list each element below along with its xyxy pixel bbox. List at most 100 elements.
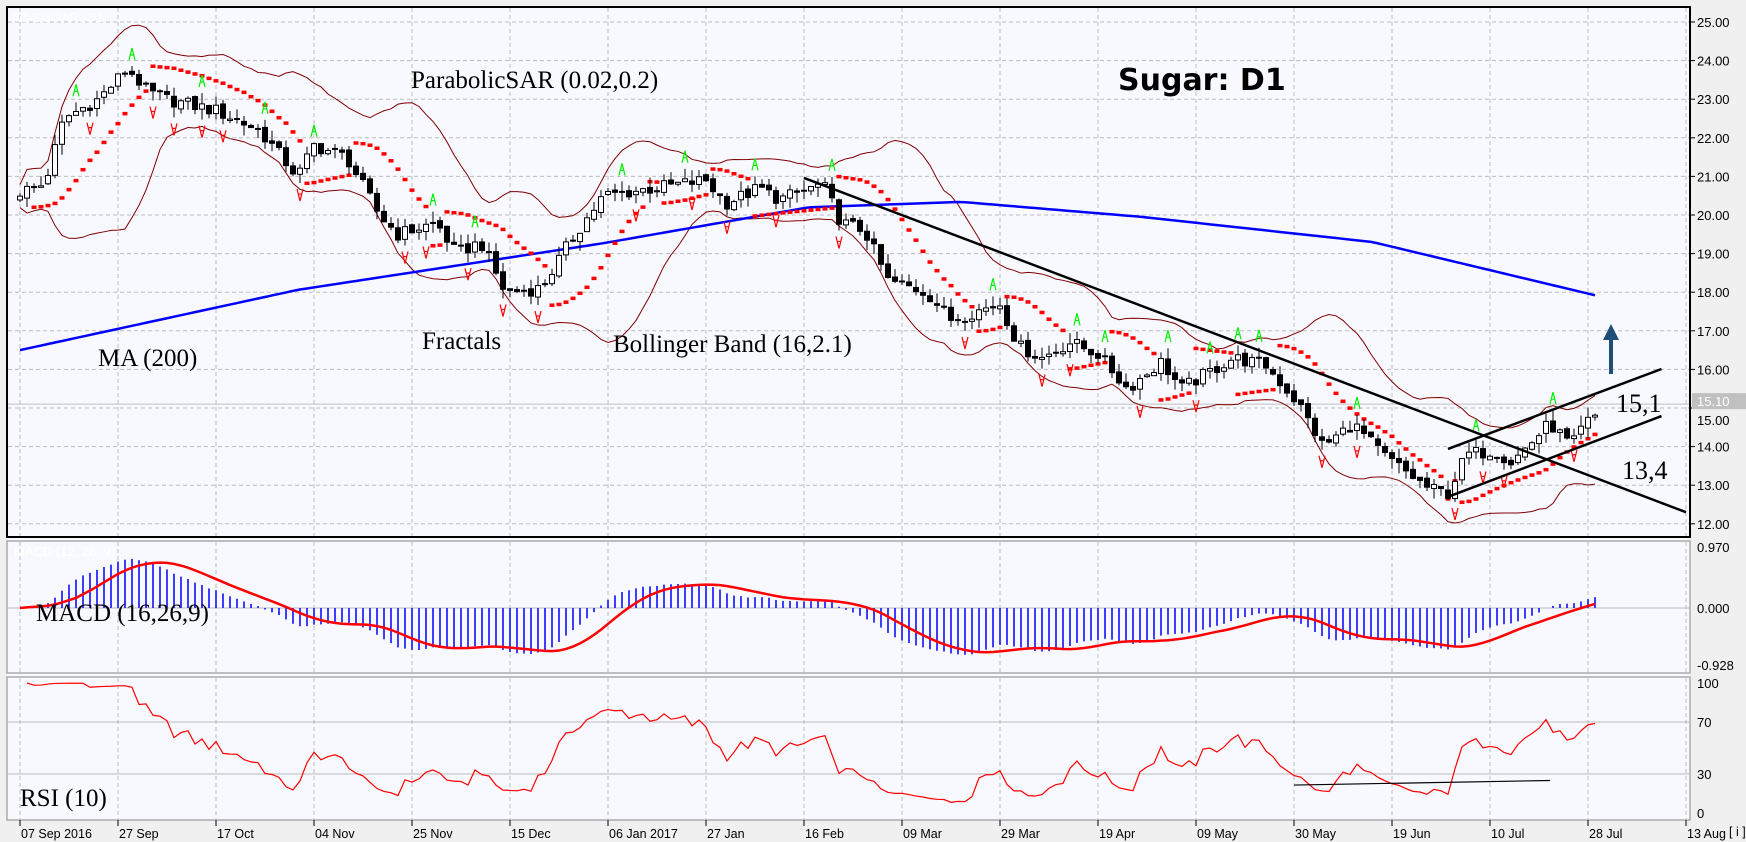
y-tick-label: 16.00 xyxy=(1697,362,1730,377)
sar-dot xyxy=(479,218,485,223)
sar-dot xyxy=(906,228,912,232)
sar-dot xyxy=(206,76,212,81)
sar-dot xyxy=(290,130,296,134)
fractal-up-icon xyxy=(828,158,836,172)
sar-dot xyxy=(1508,480,1514,485)
candle xyxy=(1382,442,1388,457)
candle xyxy=(577,232,583,251)
sar-dot xyxy=(31,205,37,210)
trendline-downtrend[interactable] xyxy=(803,176,1687,514)
candle xyxy=(766,178,772,196)
fractal-down-icon xyxy=(632,209,640,222)
candle xyxy=(1298,399,1304,412)
candle xyxy=(206,104,212,119)
sar-dot xyxy=(1473,497,1479,501)
sar-dot xyxy=(885,197,891,202)
y-tick-label: 21.00 xyxy=(1697,169,1730,184)
candle xyxy=(1585,407,1591,439)
candle xyxy=(1389,449,1395,469)
sar-annotation: ParabolicSAR (0.02,0.2) xyxy=(411,67,658,94)
candle xyxy=(220,99,226,125)
sar-dot xyxy=(1200,347,1206,352)
axes: 07 Sep 2016 27 Sep 17 Oct 04 Nov 25 Nov 15 De… xyxy=(19,15,1746,841)
candle xyxy=(1452,471,1458,503)
candle xyxy=(780,193,786,209)
bollinger-annotation: Bollinger Band (16,2.1) xyxy=(613,331,852,358)
sar-dot xyxy=(633,211,639,216)
sar-dot xyxy=(801,209,807,213)
sar-dot xyxy=(591,276,597,281)
sar-dot xyxy=(955,292,961,296)
sar-dot xyxy=(1291,346,1297,351)
candle xyxy=(465,234,471,263)
fractal-up-icon xyxy=(751,158,759,171)
candle xyxy=(199,93,205,120)
candle xyxy=(948,298,954,328)
y-tick-label: 20.00 xyxy=(1697,208,1730,223)
sar-dot xyxy=(626,219,632,224)
sar-dot xyxy=(1102,360,1108,365)
sar-dot xyxy=(38,205,44,209)
candle xyxy=(1375,434,1381,456)
sar-dot xyxy=(1130,336,1136,340)
sar-dot xyxy=(1529,473,1535,477)
sar-dot xyxy=(1536,471,1542,475)
sar-dot xyxy=(738,174,744,179)
sar-dot xyxy=(94,150,100,154)
candle xyxy=(969,310,975,330)
fractal-down-icon xyxy=(86,122,94,135)
sar-dot xyxy=(1578,440,1584,445)
sar-dot xyxy=(1053,323,1059,327)
rsi-trendline[interactable] xyxy=(1293,779,1550,786)
candle xyxy=(283,140,289,172)
rsi-pane-border xyxy=(6,676,1691,821)
sar-dot xyxy=(1242,391,1248,396)
sar-dot xyxy=(1480,493,1486,498)
trendline-channel-lower[interactable] xyxy=(1447,414,1662,498)
candle xyxy=(983,299,989,316)
sar-dot xyxy=(1193,346,1199,351)
candle xyxy=(668,172,674,185)
sar-dot xyxy=(717,167,723,172)
candle xyxy=(1095,349,1101,364)
trendline-channel-upper[interactable] xyxy=(1447,367,1662,451)
candle xyxy=(850,214,856,223)
candle xyxy=(1193,377,1199,395)
sar-dot xyxy=(1571,445,1577,449)
sar-dot xyxy=(1277,343,1283,348)
sar-dot xyxy=(983,328,989,333)
candle xyxy=(892,269,898,284)
candle xyxy=(416,223,422,240)
candle xyxy=(1200,367,1206,388)
fractal-down-icon xyxy=(961,336,969,350)
fractal-down-icon xyxy=(1318,455,1326,468)
sar-dot xyxy=(332,176,338,180)
candle xyxy=(332,143,338,159)
sar-dot xyxy=(1326,382,1332,386)
candle xyxy=(906,274,912,287)
sar-dot xyxy=(409,188,415,192)
candle xyxy=(17,193,23,203)
candle xyxy=(857,216,863,236)
candle xyxy=(1557,428,1563,443)
sar-dot xyxy=(1389,434,1395,439)
resistance-label: 15,1 xyxy=(1616,389,1662,418)
sar-dot xyxy=(808,208,814,212)
candle xyxy=(367,175,373,195)
sar-dot xyxy=(1312,362,1318,366)
sar-dot xyxy=(192,72,198,76)
candle xyxy=(1340,420,1346,437)
candle xyxy=(1578,415,1584,440)
candle xyxy=(759,179,765,189)
candle xyxy=(1025,331,1031,362)
candle xyxy=(745,185,751,207)
sar-dot xyxy=(1585,436,1591,441)
sar-dot xyxy=(171,66,177,71)
sar-dot xyxy=(353,141,359,145)
sar-dot xyxy=(1123,332,1129,337)
info-button[interactable]: [ i ] xyxy=(1729,825,1746,839)
fractal-down-icon xyxy=(1353,445,1361,459)
sar-dot xyxy=(1004,294,1010,299)
sar-dot xyxy=(1375,425,1381,429)
x-tick-label: 13 Aug xyxy=(1687,827,1726,841)
